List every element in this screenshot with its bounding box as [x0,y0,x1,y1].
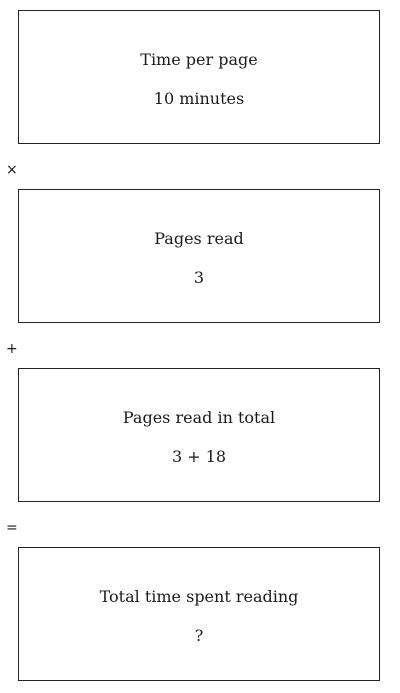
pages-read-box: Pages read 3 [18,189,380,323]
total-time-spent-reading-value: ? [194,626,204,645]
total-time-spent-reading-box: Total time spent reading ? [18,547,380,681]
time-per-page-box: Time per page 10 minutes [18,10,380,144]
pages-read-in-total-value: 3 + 18 [171,447,227,466]
pages-read-label: Pages read [154,229,244,248]
plus-operator: + [6,341,18,357]
pages-read-in-total-box: Pages read in total 3 + 18 [18,368,380,502]
time-per-page-value: 10 minutes [153,89,245,108]
equals-operator: = [6,520,18,536]
time-per-page-label: Time per page [140,50,258,69]
pages-read-in-total-label: Pages read in total [122,408,276,427]
total-time-spent-reading-label: Total time spent reading [99,587,299,606]
multiply-operator: × [6,162,18,178]
pages-read-value: 3 [193,268,205,287]
